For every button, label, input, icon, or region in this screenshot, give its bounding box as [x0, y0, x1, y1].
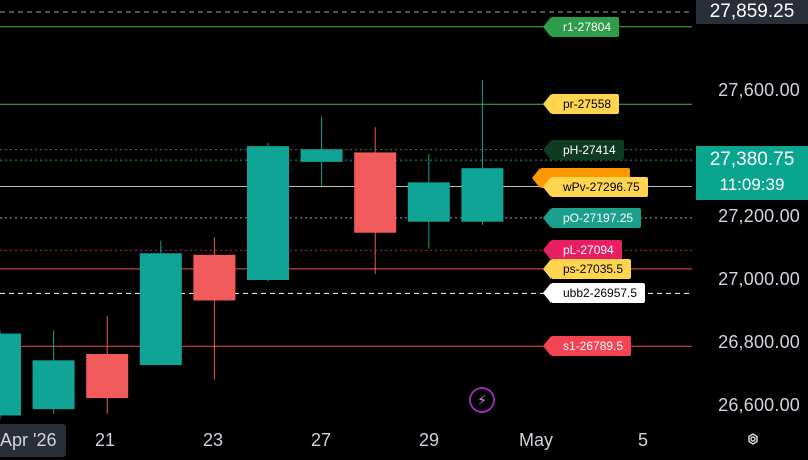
- candle-body-3[interactable]: [139, 253, 182, 366]
- candle-body-1[interactable]: [32, 360, 75, 410]
- candle-body-6[interactable]: [300, 149, 343, 162]
- candle-body-2[interactable]: [86, 354, 129, 399]
- x-tick-label: May: [518, 430, 554, 450]
- last-price-label: 27,380.75 11:09:39: [696, 146, 808, 200]
- y-tick-label: 27,000.00: [718, 269, 800, 289]
- level-tag-s1[interactable]: s1-26789.5: [542, 336, 632, 357]
- level-tag-pr[interactable]: pr-27558: [542, 94, 620, 115]
- candle-body-0[interactable]: [0, 333, 21, 416]
- level-tag-pO[interactable]: pO-27197.25: [542, 207, 642, 228]
- x-tick-label: 23: [202, 430, 224, 450]
- y-tick-label: 26,800.00: [718, 332, 800, 352]
- bar-countdown: 11:09:39: [719, 175, 785, 194]
- lightning-icon[interactable]: ⚡: [469, 387, 495, 413]
- level-tag-ps[interactable]: ps-27035.5: [542, 258, 632, 279]
- candle-body-7[interactable]: [354, 152, 397, 233]
- level-tag-ubb2[interactable]: ubb2-26957.5: [542, 283, 646, 304]
- level-tag-r1[interactable]: r1-27804: [542, 16, 620, 37]
- y-tick-label: 27,200.00: [718, 206, 800, 226]
- y-tick-label: 27,600.00: [718, 80, 800, 100]
- level-tag-pH[interactable]: pH-27414: [543, 139, 624, 160]
- candle-body-4[interactable]: [193, 254, 236, 301]
- last-price-value: 27,380.75: [709, 149, 795, 170]
- level-tag-pL[interactable]: pL-27094: [543, 240, 622, 261]
- candle-body-9[interactable]: [461, 168, 504, 222]
- x-tick-label: 5: [637, 430, 649, 450]
- y-tick-label: 26,600.00: [718, 395, 800, 415]
- x-tick-label: Apr '26: [0, 424, 67, 457]
- x-tick-label: 29: [418, 430, 440, 450]
- time-axis[interactable]: [0, 420, 692, 460]
- x-tick-label: 27: [310, 430, 332, 450]
- x-tick-label: 21: [94, 430, 116, 450]
- top-price-label: 27,859.25: [696, 0, 808, 24]
- candle-body-5[interactable]: [247, 146, 289, 280]
- candle-body-8[interactable]: [407, 182, 450, 222]
- settings-icon[interactable]: [744, 430, 762, 448]
- price-axis[interactable]: [692, 0, 808, 420]
- level-tag-wPv[interactable]: wPv-27296.75: [543, 176, 648, 197]
